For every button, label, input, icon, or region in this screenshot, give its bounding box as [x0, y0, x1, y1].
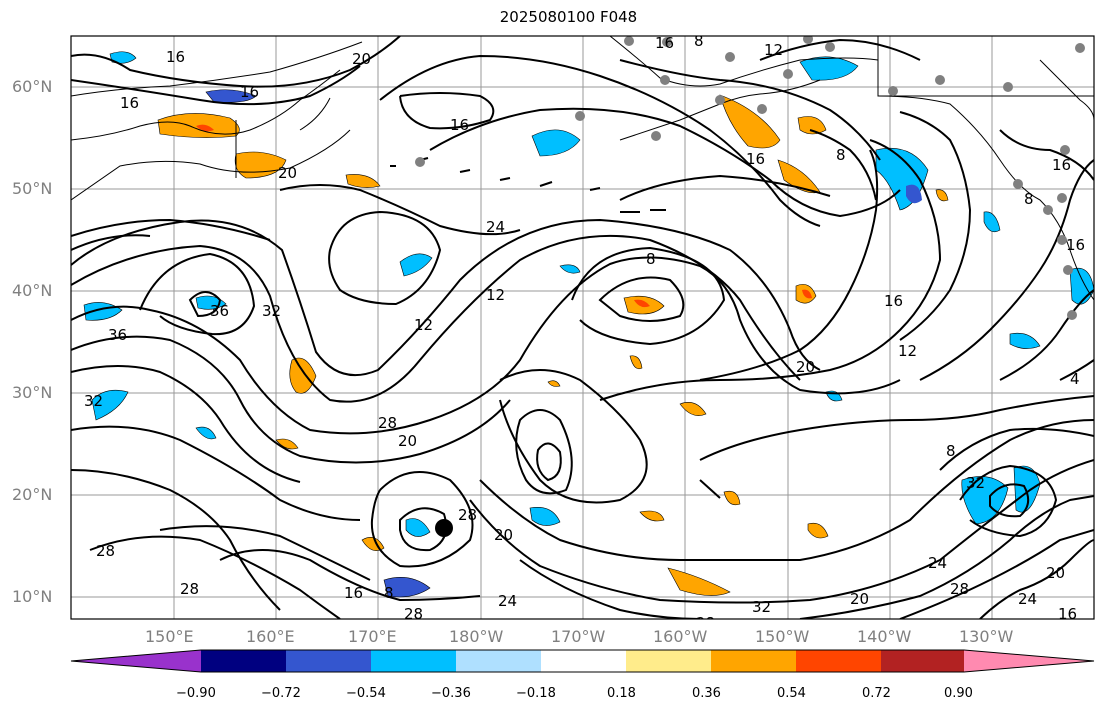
colorbar-swatch — [626, 650, 711, 672]
contour-label: 28 — [458, 506, 477, 524]
lon-label: 170°E — [348, 627, 397, 646]
colorbar-swatch — [371, 650, 456, 672]
contour-label: 24 — [498, 592, 517, 610]
lon-label: 160°E — [246, 627, 295, 646]
colorbar-tick-label: −0.18 — [516, 686, 556, 701]
contour-label: 16 — [884, 292, 903, 310]
contour-label: 8 — [694, 32, 704, 50]
colorbar-tick-label: 0.36 — [692, 686, 721, 701]
contour-label: 24 — [486, 218, 505, 236]
contour-lines — [71, 36, 1094, 619]
contour-label: 16 — [746, 150, 765, 168]
colorbar-tick-label: 0.90 — [944, 686, 973, 701]
contour-label: 16 — [120, 94, 139, 112]
contour-label: 12 — [898, 342, 917, 360]
lat-label: 10°N — [12, 587, 53, 606]
contour-label: 16 — [1058, 605, 1077, 623]
contour-label: 36 — [108, 326, 127, 344]
colorbar-low-extend — [71, 650, 201, 672]
station-markers — [415, 36, 1085, 320]
storm-center-marker — [435, 519, 453, 537]
contour-label: 20 — [494, 526, 513, 544]
colorbar-swatch — [711, 650, 796, 672]
contour-label: 8 — [1024, 190, 1034, 208]
contour-label: 16 — [1052, 156, 1071, 174]
contour-label: 16 — [166, 48, 185, 66]
colorbar-swatch — [796, 650, 881, 672]
contour-label: 36 — [210, 302, 229, 320]
contour-label: 20 — [398, 432, 417, 450]
colorbar-tick-label: 0.18 — [607, 686, 636, 701]
contour-label: 32 — [262, 302, 281, 320]
graticule — [71, 36, 1094, 619]
contour-label: 28 — [950, 580, 969, 598]
colorbar-high-extend — [964, 650, 1094, 672]
lat-label: 40°N — [12, 281, 53, 300]
lon-label: 170°W — [551, 627, 606, 646]
colorbar-tick-label: −0.54 — [346, 686, 386, 701]
colorbar-tick-label: 0.72 — [862, 686, 891, 701]
lat-label: 60°N — [12, 77, 53, 96]
contour-label: 16 — [655, 34, 674, 52]
map-title: 2025080100 F048 — [499, 8, 638, 26]
contour-label: 8 — [646, 250, 656, 268]
colorbar-tick-label: −0.72 — [261, 686, 301, 701]
lat-label: 50°N — [12, 179, 53, 198]
contour-label: 24 — [1018, 590, 1037, 608]
contour-label: 8 — [384, 584, 394, 602]
contour-label: 12 — [764, 41, 783, 59]
contour-label: 20 — [850, 590, 869, 608]
colorbar-swatch — [286, 650, 371, 672]
lon-label: 180°W — [449, 627, 504, 646]
colorbar-tick-label: 0.54 — [777, 686, 806, 701]
colorbar-swatch — [541, 650, 626, 672]
contour-label: 16 — [240, 83, 259, 101]
lon-label: 160°W — [653, 627, 708, 646]
colorbar-swatch — [456, 650, 541, 672]
contour-label: 16 — [1066, 236, 1085, 254]
contour-label: 4 — [1070, 370, 1080, 388]
island-chain — [390, 157, 721, 499]
colorbar-swatch — [881, 650, 962, 672]
colorbar-swatch — [201, 650, 286, 672]
contour-label: 20 — [1046, 564, 1065, 582]
contour-label: 28 — [96, 542, 115, 560]
contour-label: 12 — [414, 316, 433, 334]
contour-label-layer: 16 20 16 16 16 20 16 12 8 8 16 8 16 16 2… — [84, 32, 1085, 632]
contour-label: 8 — [836, 146, 846, 164]
contour-label: 32 — [752, 598, 771, 616]
map-frame — [70, 35, 1095, 620]
contour-label: 28 — [180, 580, 199, 598]
contour-label: 28 — [378, 414, 397, 432]
contour-label: 32 — [966, 474, 985, 492]
contour-label: 16 — [450, 116, 469, 134]
colorbar-outline — [70, 649, 1095, 673]
shading-patches — [83, 51, 1094, 598]
lon-label: 130°W — [959, 627, 1014, 646]
lon-label: 150°E — [145, 627, 194, 646]
contour-label: 12 — [486, 286, 505, 304]
contour-label: 8 — [946, 442, 956, 460]
lat-label: 20°N — [12, 485, 53, 504]
contour-label: 16 — [344, 584, 363, 602]
colorbar-tick-label: −0.36 — [431, 686, 471, 701]
contour-label: 24 — [928, 554, 947, 572]
lon-label: 150°W — [755, 627, 810, 646]
contour-label: 20 — [352, 50, 371, 68]
contour-label: 20 — [278, 164, 297, 182]
lat-label: 30°N — [12, 383, 53, 402]
colorbar — [70, 649, 1095, 673]
lon-label: 140°W — [857, 627, 912, 646]
contour-label: 20 — [796, 358, 815, 376]
contour-label: 32 — [84, 392, 103, 410]
colorbar-tick-label: −0.90 — [176, 686, 216, 701]
contour-label: 28 — [404, 605, 423, 623]
contour-label: 28 — [696, 614, 715, 632]
